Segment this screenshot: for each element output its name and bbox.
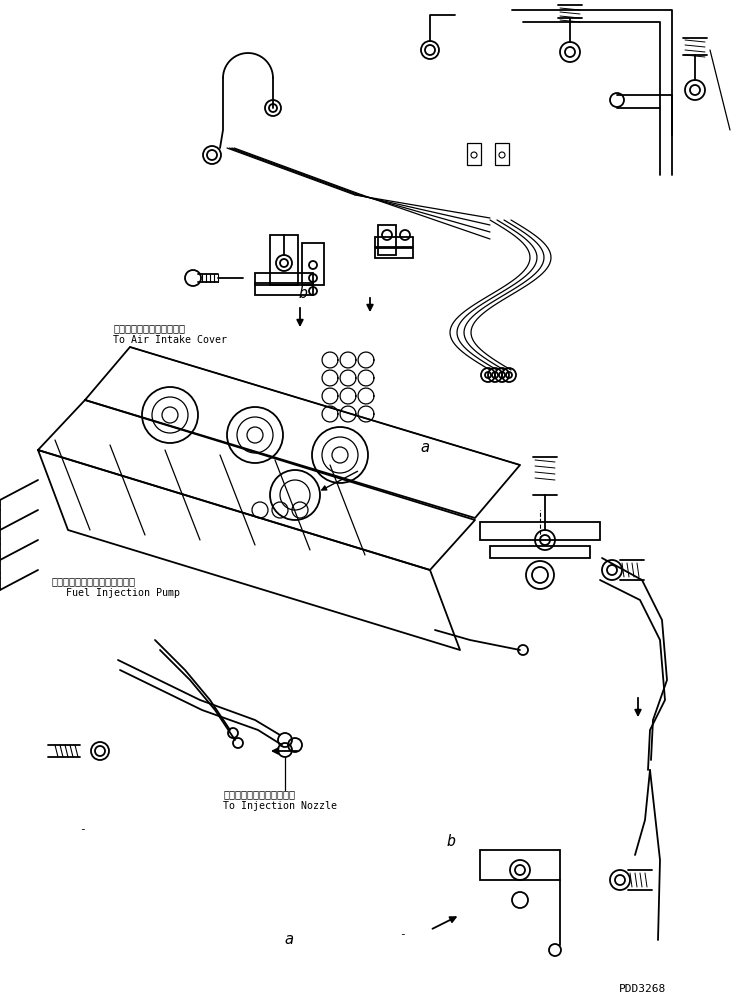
Text: Fuel Injection Pump: Fuel Injection Pump — [66, 588, 180, 598]
Text: インジェクションノズルヘ: インジェクションノズルヘ — [223, 789, 295, 799]
Text: エアーインテークカバーヘ: エアーインテークカバーヘ — [113, 323, 185, 333]
Bar — [490, 546, 590, 558]
Text: To Injection Nozzle: To Injection Nozzle — [223, 801, 337, 811]
Text: フェルインジェクションポンプ: フェルインジェクションポンプ — [51, 576, 135, 586]
Bar — [375, 248, 413, 258]
Text: -: - — [399, 929, 406, 939]
Text: b: b — [447, 833, 455, 849]
Bar — [480, 850, 560, 880]
Bar — [375, 237, 413, 247]
Text: a: a — [284, 931, 293, 947]
Bar — [302, 243, 324, 285]
Bar — [495, 143, 509, 165]
Bar — [255, 283, 313, 295]
Text: a: a — [421, 440, 430, 456]
Text: PDD3268: PDD3268 — [619, 984, 666, 994]
Bar — [255, 273, 313, 285]
Text: -: - — [79, 824, 86, 834]
Bar — [270, 235, 298, 285]
Bar — [378, 225, 396, 255]
Bar — [480, 522, 600, 540]
Text: To Air Intake Cover: To Air Intake Cover — [113, 335, 228, 345]
Bar — [467, 143, 481, 165]
Text: b: b — [299, 286, 307, 302]
